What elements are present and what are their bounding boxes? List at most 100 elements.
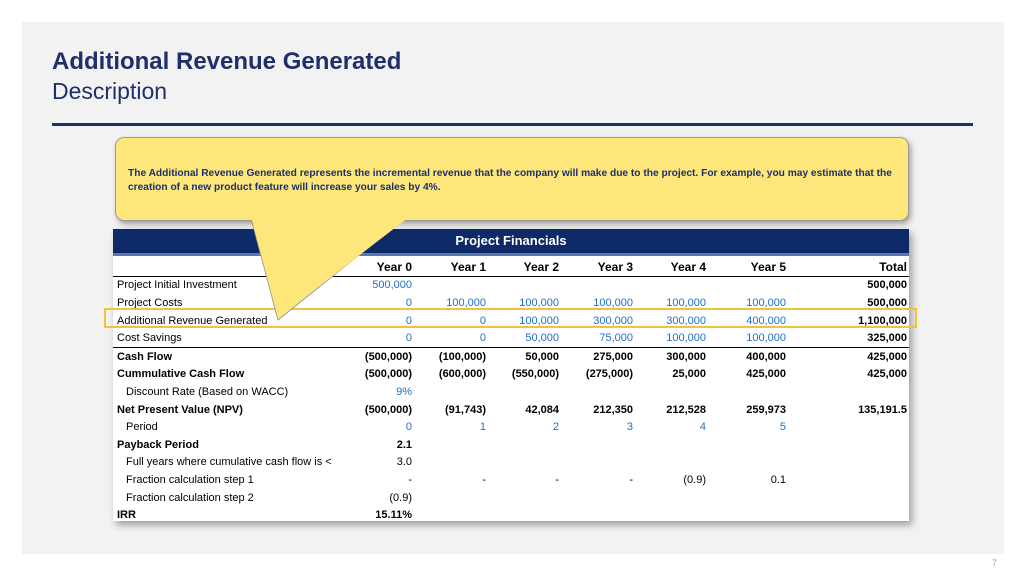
column-header: Year 3 [561,258,635,277]
highlighted-row-outline [104,308,917,328]
table-cell: 0 [414,329,488,348]
table-cell: (600,000) [438,368,486,381]
table-cell: - [482,473,486,486]
table-cell: 0 [479,314,486,327]
table-cell: 500,000 [867,296,907,309]
table-cell [635,489,708,507]
table-cell [708,383,788,401]
table-cell: 100,000 [666,296,706,309]
table-cell [488,276,561,294]
table-cell: 425,000 [867,350,907,363]
row-label: Cost Savings [113,329,342,348]
table-cell: 75,000 [561,329,635,348]
table-cell [635,436,708,454]
table-row: Fraction calculation step 2 (0.9) [113,489,909,507]
callout-text: The Additional Revenue Generated represe… [128,168,892,193]
table-cell: 2 [552,421,559,434]
table-cell: 212,528 [666,403,706,416]
table-cell [414,506,488,524]
table-row: Cummulative Cash Flow (500,000) (600,000… [113,366,909,384]
table-cell: 400,000 [746,314,786,327]
page-subtitle: Description [52,78,168,104]
table-cell: - [555,473,559,486]
table-cell [561,506,635,524]
table-cell: 100,000 [746,296,786,309]
column-header: Total [788,258,909,277]
table-cell: 275,000 [593,350,633,363]
table-cell: 100,000 [593,296,633,309]
column-header: Year 0 [342,258,414,277]
table-cell [561,276,635,294]
table-cell [788,418,909,436]
table-cell [635,383,708,401]
callout-box: The Additional Revenue Generated represe… [115,137,909,221]
table-header-row: Year 0 Year 1 Year 2 Year 3 Year 4 Year … [113,258,909,277]
table-cell [788,383,909,401]
table-cell [708,436,788,454]
table-cell [414,276,488,294]
row-label: Discount Rate (Based on WACC) [126,385,289,398]
table-cell: 25,000 [672,368,706,381]
table-cell: 300,000 [666,350,706,363]
table-cell: 300,000 [593,314,633,327]
column-header: Year 2 [488,258,561,277]
table-cell [488,436,561,454]
table-cell: 100,000 [519,314,559,327]
column-header [113,258,342,277]
table-cell [788,436,909,454]
table-cell [788,489,909,507]
table-cell: 100,000 [708,329,788,348]
table-cell: 3.0 [396,456,412,469]
page-number: 7 [992,558,998,568]
row-label: Cummulative Cash Flow [117,368,245,381]
table-row: Project Costs 0 100,000 100,000 100,000 … [113,294,909,312]
table-cell [561,436,635,454]
table-row: Discount Rate (Based on WACC) 9% [113,383,909,401]
title-divider [52,123,973,126]
table-row: Net Present Value (NPV) (500,000) (91,74… [113,401,909,419]
table-cell: 50,000 [488,329,561,348]
table-row: Cash Flow (500,000) (100,000) 50,000 275… [113,347,909,365]
row-label: Fraction calculation step 2 [126,491,254,504]
row-label: Period [126,421,158,434]
row-label: Payback Period [117,438,199,451]
table-cell: 212,350 [593,403,633,416]
table-cell: 300,000 [666,314,706,327]
financials-table: Year 0 Year 1 Year 2 Year 3 Year 4 Year … [113,258,909,524]
table-cell: 100,000 [519,296,559,309]
table-cell: - [408,473,412,486]
column-header: Year 5 [708,258,788,277]
table-cell [708,454,788,472]
table-cell: 50,000 [525,350,559,363]
row-label: IRR [117,509,136,522]
table-cell: (0.9) [389,491,412,504]
table-cell: (91,743) [445,403,486,416]
table-cell: 100,000 [635,329,708,348]
table-cell [635,506,708,524]
table-row: Additional Revenue Generated 0 0 100,000… [113,312,909,330]
row-label: Fraction calculation step 1 [126,473,254,486]
page-title: Additional Revenue Generated [52,48,402,75]
column-header: Year 4 [635,258,708,277]
table-cell: 3 [626,421,633,434]
table-cell: (275,000) [585,368,633,381]
table-cell: 135,191.5 [858,403,907,416]
column-header: Year 1 [414,258,488,277]
table-cell: (100,000) [438,350,486,363]
table-cell: 425,000 [746,368,786,381]
table-cell [635,276,708,294]
table-row: Fraction calculation step 1 - - - - (0.9… [113,471,909,489]
table-title: Project Financials [455,233,567,248]
table-cell: 0 [405,421,412,434]
table-row: Project Initial Investment 500,000 500,0… [113,276,909,294]
table-cell [414,454,488,472]
table-cell: 4 [699,421,706,434]
table-cell: 1 [479,421,486,434]
table-cell: 500,000 [372,279,412,292]
table-cell: (550,000) [511,368,559,381]
table-cell: (500,000) [364,403,412,416]
table-cell: 500,000 [867,279,907,292]
row-label: Project Initial Investment [117,279,237,292]
table-cell [708,506,788,524]
table-cell: (500,000) [364,350,412,363]
